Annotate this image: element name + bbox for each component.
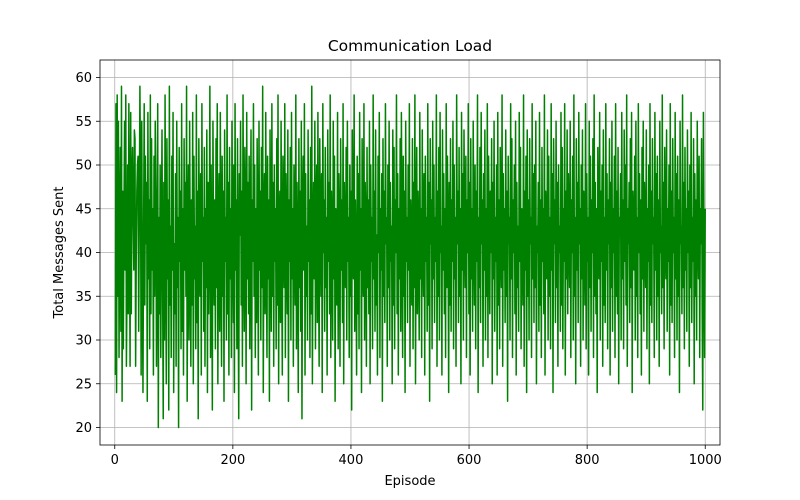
y-tick-label: 25 xyxy=(75,377,92,392)
chart-title: Communication Load xyxy=(328,37,492,55)
x-tick-label: 200 xyxy=(220,453,245,468)
x-axis-ticks: 0 200 400 600 800 1000 xyxy=(111,445,722,468)
y-tick-label: 60 xyxy=(75,71,92,86)
x-tick-label: 0 xyxy=(111,453,119,468)
y-axis-label: Total Messages Sent xyxy=(52,187,67,320)
x-tick-label: 1000 xyxy=(689,453,722,468)
y-axis-ticks: 20 25 30 35 40 45 50 55 60 xyxy=(75,71,100,436)
y-tick-label: 20 xyxy=(75,421,92,436)
y-tick-label: 30 xyxy=(75,334,92,349)
y-tick-label: 50 xyxy=(75,159,92,174)
x-tick-label: 600 xyxy=(457,453,482,468)
x-tick-label: 400 xyxy=(339,453,364,468)
series-layer xyxy=(114,85,706,429)
x-tick-label: 800 xyxy=(575,453,600,468)
y-tick-label: 40 xyxy=(75,246,92,261)
y-tick-label: 45 xyxy=(75,202,92,217)
x-axis-label: Episode xyxy=(384,474,435,489)
series-line xyxy=(114,85,706,429)
y-tick-label: 55 xyxy=(75,115,92,130)
y-tick-label: 35 xyxy=(75,290,92,305)
